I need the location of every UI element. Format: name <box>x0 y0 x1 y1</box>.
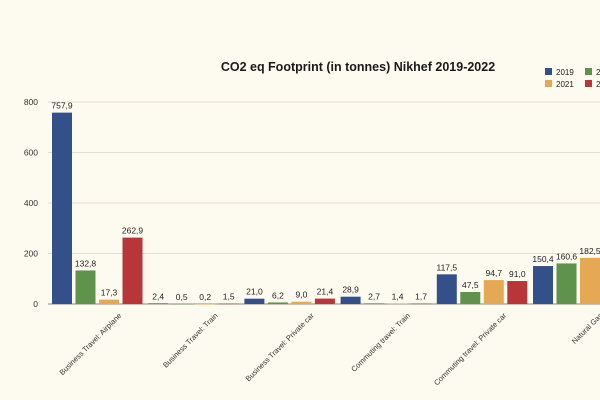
data-label: 160,6 <box>556 251 578 261</box>
bars: 757,9 132,8 17,3 262,9 2,4 0,5 0,2 1,5 21,0 6,2 9,… <box>51 101 600 305</box>
bar-2020-4 <box>460 292 481 304</box>
data-label: 91,0 <box>509 269 526 279</box>
y-tick-label: 200 <box>24 249 38 259</box>
data-label: 132,8 <box>75 258 97 268</box>
data-label: 9,0 <box>295 290 307 300</box>
bar-2021-3 <box>387 303 408 305</box>
legend-label: 2021 <box>556 80 574 89</box>
bar-2020-0 <box>75 270 96 304</box>
bar-2019-5 <box>533 266 553 304</box>
bar-2021-5 <box>580 257 600 304</box>
data-label: 2,4 <box>152 291 164 301</box>
data-label: 28,9 <box>342 285 359 295</box>
y-tick-label: 600 <box>24 148 38 158</box>
chart-title: CO2 eq Footprint (in tonnes) Nikhef 2019… <box>221 60 495 74</box>
data-label: 2,7 <box>368 291 380 301</box>
bar-2021-4 <box>483 280 504 304</box>
bar-2019-0 <box>52 112 72 304</box>
bar-2022-0 <box>122 237 143 304</box>
data-label: 47,5 <box>462 280 479 290</box>
data-label: 150,4 <box>532 254 554 264</box>
legend-swatch-2020 <box>585 68 592 75</box>
y-tick-label: 400 <box>24 198 38 208</box>
x-category-label: Commuting travel: Train <box>349 311 412 374</box>
legend-label: 2022 <box>596 80 600 89</box>
legend-swatch-2022 <box>585 80 592 87</box>
bar-2020-5 <box>556 263 577 304</box>
data-label: 117,5 <box>436 262 457 272</box>
data-label: 21,0 <box>246 287 263 297</box>
bar-2019-2 <box>244 298 265 304</box>
legend-label: 2019 <box>556 68 574 77</box>
data-label: 21,4 <box>317 287 334 297</box>
x-category-label: Business Travel: Airplane <box>57 311 123 377</box>
data-label: 262,9 <box>122 226 144 236</box>
data-label: 757,9 <box>51 101 73 111</box>
y-tick-label: 800 <box>24 97 38 107</box>
bar-2019-4 <box>436 274 457 304</box>
legend-swatch-2021 <box>545 80 552 87</box>
bar-2022-1 <box>218 303 239 305</box>
bar-2019-1 <box>148 303 169 304</box>
x-axis: Business Travel: Airplane Business Travel… <box>57 311 600 388</box>
data-label: 1,5 <box>223 292 235 302</box>
bar-2022-3 <box>411 303 432 305</box>
data-label: 1,4 <box>392 292 404 302</box>
bar-2021-2 <box>291 301 312 304</box>
y-tick-label: 0 <box>33 299 38 309</box>
bar-2022-4 <box>507 281 528 304</box>
x-category-label: Business Travel: Train <box>161 311 220 370</box>
data-label: 182,5 <box>579 246 600 256</box>
legend-swatch-2019 <box>545 68 552 75</box>
bar-2019-3 <box>340 296 361 304</box>
data-label: 17,3 <box>101 288 118 298</box>
x-category-label: Commuting travel: Private car <box>432 311 509 388</box>
data-label: 1,7 <box>415 292 427 302</box>
y-axis: 0 200 400 600 800 <box>24 97 38 309</box>
data-label: 6,2 <box>272 290 284 300</box>
x-category-label: Business Travel: Private car <box>244 311 316 383</box>
x-category-label: Natural Gas <box>570 311 600 346</box>
data-label: 0,5 <box>176 292 188 302</box>
bar-2020-2 <box>267 302 288 304</box>
data-label: 94,7 <box>486 268 503 278</box>
bar-2022-2 <box>314 298 335 304</box>
bar-2020-3 <box>364 303 385 304</box>
bar-2021-0 <box>99 299 119 304</box>
data-label: 0,2 <box>199 292 211 302</box>
bar-2020-1 <box>171 303 192 305</box>
bar-2021-1 <box>195 303 216 305</box>
